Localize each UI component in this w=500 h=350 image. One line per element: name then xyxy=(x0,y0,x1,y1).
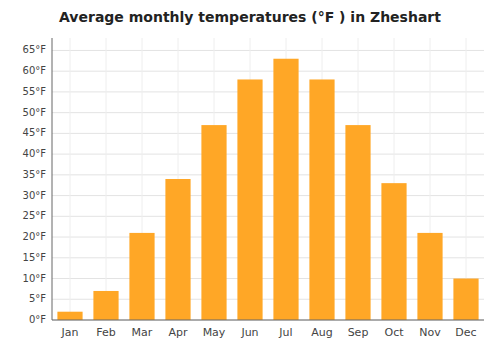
y-grid-line xyxy=(52,195,484,196)
bar xyxy=(417,233,442,320)
x-tick-label: Mar xyxy=(132,326,153,339)
y-grid-line xyxy=(52,112,484,113)
bar xyxy=(93,291,118,320)
x-tick-label: Jan xyxy=(61,326,79,339)
y-tick-label: 50°F xyxy=(23,107,47,118)
x-axis-line xyxy=(52,320,484,321)
bar xyxy=(237,79,262,320)
y-axis-line xyxy=(52,38,53,320)
x-tick-label: Dec xyxy=(455,326,476,339)
title: Average monthly temperatures (°F ) in Zh… xyxy=(59,9,441,25)
y-grid-line xyxy=(52,216,484,217)
y-grid-line xyxy=(52,154,484,155)
x-tick-label: Oct xyxy=(384,326,404,339)
y-tick-label: 10°F xyxy=(23,273,47,284)
x-tick-label: May xyxy=(203,326,226,339)
y-grid-line xyxy=(52,71,484,72)
x-tick-label: Feb xyxy=(96,326,115,339)
bar xyxy=(453,279,478,320)
y-grid-line xyxy=(52,133,484,134)
x-tick-label: Aug xyxy=(311,326,332,339)
x-tick-label: Apr xyxy=(168,326,188,339)
y-tick-label: 5°F xyxy=(29,293,46,304)
y-tick-label: 20°F xyxy=(23,231,47,242)
bar xyxy=(309,79,334,320)
bar xyxy=(165,179,190,320)
x-tick-label: Nov xyxy=(419,326,441,339)
bar xyxy=(345,125,370,320)
y-grid-line xyxy=(52,91,484,92)
y-grid-line xyxy=(52,320,484,321)
bar xyxy=(201,125,226,320)
y-grid-line xyxy=(52,174,484,175)
chart-svg: 0°F 5°F 10°F 15°F 20°F 25°F 30°F 35°F 40°F 45°F 50… xyxy=(0,0,500,350)
y-tick-label: 30°F xyxy=(23,190,47,201)
y-tick-label: 0°F xyxy=(29,314,46,325)
y-tick-label: 15°F xyxy=(23,252,47,263)
x-tick-label: Jul xyxy=(278,326,292,339)
x-tick-label: Jun xyxy=(240,326,258,339)
x-grid-line xyxy=(466,38,467,320)
bar xyxy=(381,183,406,320)
y-tick-label: 55°F xyxy=(23,86,47,97)
x-tick-label: Sep xyxy=(348,326,369,339)
chart-container: 0°F 5°F 10°F 15°F 20°F 25°F 30°F 35°F 40°F 45°F 50… xyxy=(0,0,500,350)
y-grid-line xyxy=(52,50,484,51)
bars xyxy=(57,59,478,320)
y-tick-label: 35°F xyxy=(23,169,47,180)
y-tick-label: 45°F xyxy=(23,127,47,138)
grid xyxy=(52,38,484,320)
y-tick-label: 60°F xyxy=(23,65,47,76)
y-tick-label: 25°F xyxy=(23,210,47,221)
x-grid-line xyxy=(70,38,71,320)
y-tick-label: 40°F xyxy=(23,148,47,159)
x-grid-line xyxy=(106,38,107,320)
bar xyxy=(57,312,82,320)
axes: 0°F 5°F 10°F 15°F 20°F 25°F 30°F 35°F 40°F 45°F 50… xyxy=(23,38,484,339)
bar xyxy=(129,233,154,320)
bar xyxy=(273,59,298,320)
y-tick-label: 65°F xyxy=(23,44,47,55)
